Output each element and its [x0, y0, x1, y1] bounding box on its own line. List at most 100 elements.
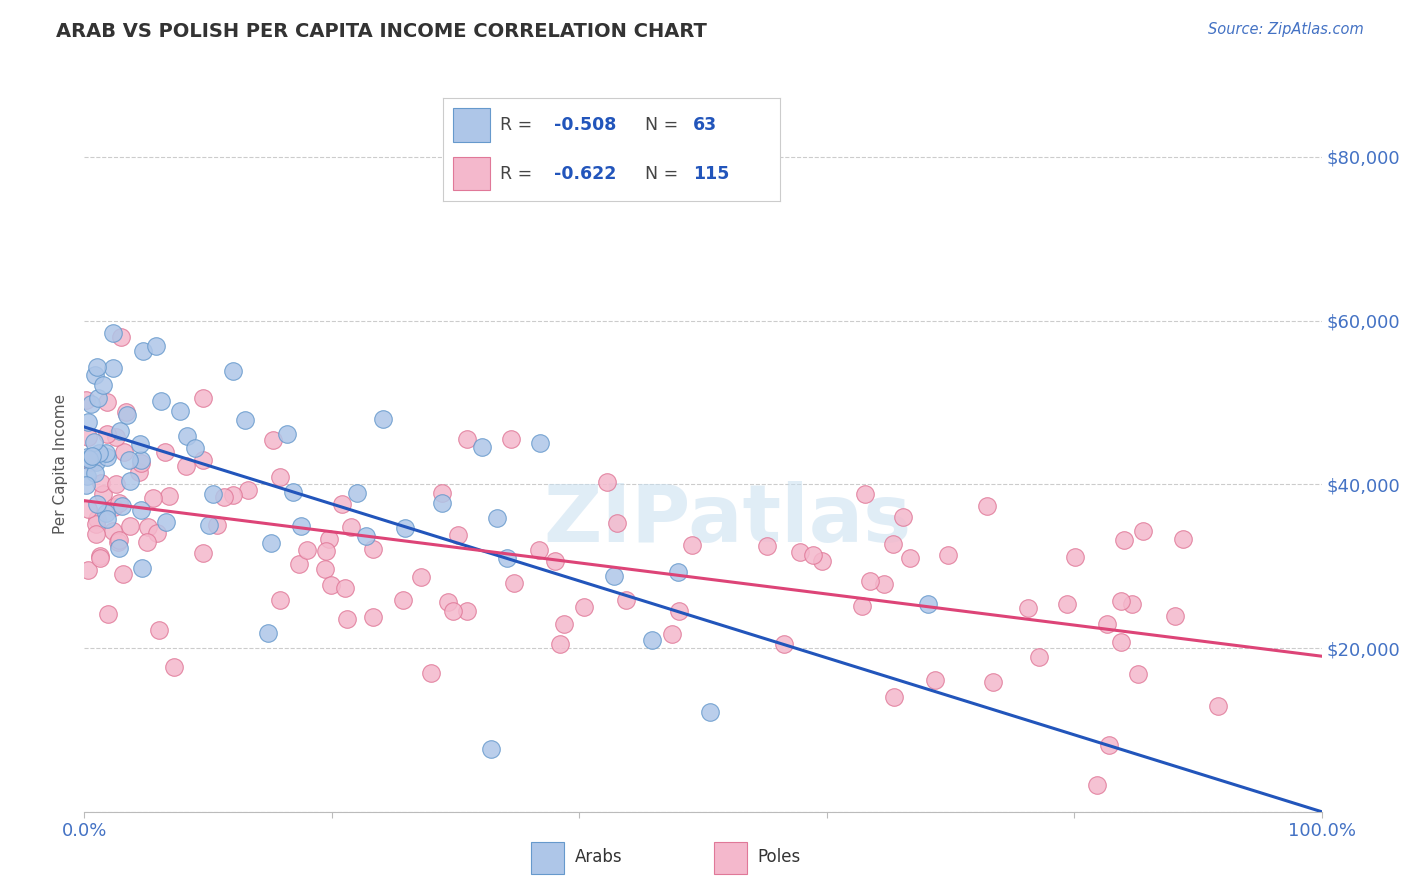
- Point: [1063, 550, 1085, 565]
- Point: [756, 539, 779, 553]
- Point: [1121, 597, 1143, 611]
- Point: [409, 570, 432, 584]
- FancyBboxPatch shape: [531, 842, 564, 874]
- Point: [606, 516, 628, 531]
- Point: [1208, 699, 1230, 714]
- Point: [89, 551, 111, 566]
- Point: [96, 427, 118, 442]
- Point: [103, 500, 125, 515]
- Point: [86, 497, 108, 511]
- Point: [891, 509, 914, 524]
- Point: [83, 466, 105, 480]
- Point: [314, 562, 336, 576]
- Point: [111, 499, 134, 513]
- Point: [86, 359, 108, 374]
- Point: [131, 561, 153, 575]
- Point: [257, 626, 280, 640]
- Point: [107, 496, 129, 510]
- Point: [801, 549, 824, 563]
- Text: N =: N =: [645, 164, 685, 183]
- Point: [276, 426, 298, 441]
- Point: [496, 551, 519, 566]
- Point: [174, 458, 197, 473]
- Point: [394, 521, 416, 535]
- Point: [668, 604, 690, 618]
- Point: [76, 450, 98, 464]
- Point: [153, 445, 176, 459]
- Point: [145, 339, 167, 353]
- Point: [681, 538, 703, 552]
- Text: ZIPatlas: ZIPatlas: [544, 481, 912, 558]
- Point: [319, 578, 342, 592]
- Point: [361, 610, 384, 624]
- Text: R =: R =: [501, 164, 538, 183]
- Text: ARAB VS POLISH PER CAPITA INCOME CORRELATION CHART: ARAB VS POLISH PER CAPITA INCOME CORRELA…: [56, 22, 707, 41]
- Point: [115, 408, 138, 422]
- Point: [502, 576, 524, 591]
- Point: [107, 533, 129, 548]
- Point: [479, 742, 502, 756]
- FancyBboxPatch shape: [714, 842, 747, 874]
- Point: [1017, 600, 1039, 615]
- Point: [1112, 533, 1135, 547]
- Point: [772, 637, 794, 651]
- Point: [84, 516, 107, 531]
- FancyBboxPatch shape: [453, 109, 491, 142]
- Point: [548, 637, 571, 651]
- Point: [146, 526, 169, 541]
- Point: [430, 486, 453, 500]
- Point: [1109, 634, 1132, 648]
- Point: [128, 436, 150, 450]
- Point: [898, 550, 921, 565]
- Point: [76, 469, 98, 483]
- Point: [132, 344, 155, 359]
- Point: [110, 424, 132, 438]
- Point: [330, 497, 353, 511]
- Point: [436, 594, 458, 608]
- Point: [288, 557, 311, 571]
- Point: [77, 416, 100, 430]
- Point: [91, 487, 114, 501]
- Point: [118, 453, 141, 467]
- Point: [82, 450, 104, 464]
- Point: [75, 392, 97, 407]
- Point: [603, 569, 626, 583]
- Point: [163, 660, 186, 674]
- Point: [616, 592, 638, 607]
- Text: -0.622: -0.622: [554, 164, 617, 183]
- Point: [97, 607, 120, 621]
- Point: [191, 392, 214, 406]
- Text: Arabs: Arabs: [575, 847, 623, 866]
- Point: [176, 428, 198, 442]
- Point: [83, 435, 105, 450]
- Point: [112, 444, 135, 458]
- Text: N =: N =: [645, 116, 685, 135]
- Point: [1171, 533, 1194, 547]
- Point: [101, 326, 124, 341]
- Point: [699, 705, 721, 719]
- Point: [259, 536, 281, 550]
- Point: [432, 496, 454, 510]
- Point: [115, 404, 138, 418]
- Point: [336, 612, 359, 626]
- Point: [142, 491, 165, 506]
- Point: [197, 517, 219, 532]
- Point: [668, 565, 690, 579]
- Point: [1126, 666, 1149, 681]
- Point: [339, 520, 361, 534]
- Point: [1028, 650, 1050, 665]
- Point: [315, 544, 337, 558]
- Point: [811, 554, 834, 568]
- Point: [149, 394, 172, 409]
- Point: [118, 519, 141, 533]
- Point: [1085, 778, 1108, 792]
- Point: [91, 378, 114, 392]
- Point: [456, 604, 478, 618]
- Point: [135, 535, 157, 549]
- Point: [193, 452, 215, 467]
- Point: [94, 445, 117, 459]
- Point: [262, 433, 284, 447]
- Point: [281, 485, 304, 500]
- Point: [205, 518, 228, 533]
- Point: [84, 455, 107, 469]
